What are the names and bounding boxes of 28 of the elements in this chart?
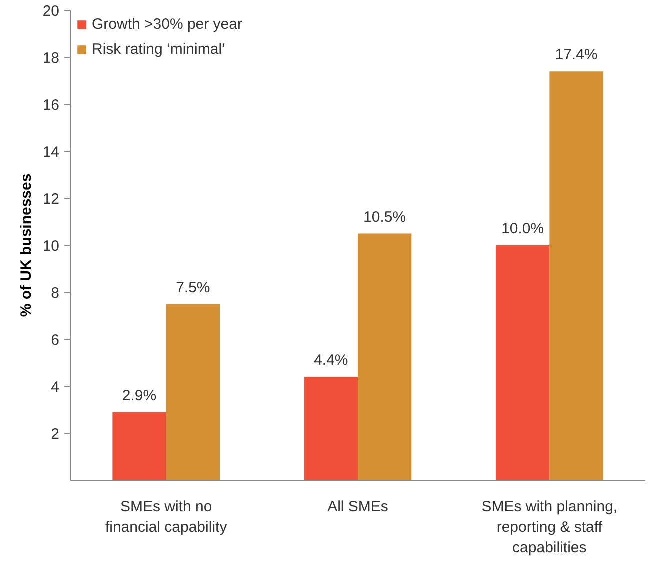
data-label: 17.4% (555, 46, 598, 64)
y-tick-label: 16 (42, 97, 60, 114)
bar (166, 304, 220, 480)
y-tick-label: 4 (51, 379, 60, 396)
y-tick-label: 12 (42, 191, 60, 208)
x-tick-label: All SMEs (328, 498, 388, 516)
bar (358, 234, 412, 480)
y-axis-title: % of UK businesses (18, 174, 35, 318)
bar (304, 377, 358, 480)
y-tick-label: 10 (42, 238, 60, 255)
x-tick-label: SMEs with no financial capability (105, 498, 228, 536)
y-tick-label: 8 (51, 285, 60, 302)
data-label: 10.5% (364, 208, 406, 226)
legend-label: Risk rating ‘minimal’ (92, 41, 226, 58)
y-tick-label: 6 (51, 332, 60, 349)
data-label: 4.4% (314, 352, 348, 370)
y-tick-label: 20 (42, 3, 60, 20)
y-tick-label: 18 (42, 50, 60, 67)
y-tick-label: 14 (42, 144, 60, 161)
bar (112, 412, 166, 480)
data-label: 7.5% (176, 279, 210, 296)
bar (496, 246, 550, 480)
data-label: 10.0% (502, 220, 544, 238)
x-tick-label: SMEs with planning, reporting & staff capabilities (482, 498, 618, 556)
bar (550, 72, 604, 480)
y-tick-label: 2 (51, 426, 60, 443)
legend-label: Growth >30% per year (92, 16, 242, 33)
data-label: 2.9% (122, 387, 157, 404)
